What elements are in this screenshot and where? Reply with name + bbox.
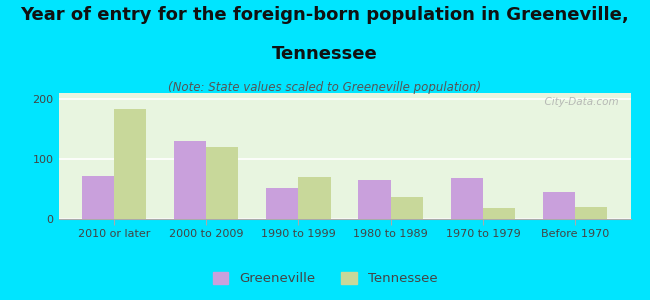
Bar xyxy=(543,192,575,219)
Bar xyxy=(358,180,391,219)
Bar xyxy=(174,141,206,219)
Text: Tennessee: Tennessee xyxy=(272,45,378,63)
Legend: Greeneville, Tennessee: Greeneville, Tennessee xyxy=(207,266,443,290)
Bar xyxy=(81,176,114,219)
Bar xyxy=(114,109,146,219)
Text: City-Data.com: City-Data.com xyxy=(538,97,619,107)
Bar xyxy=(483,208,515,219)
Bar xyxy=(450,178,483,219)
Bar xyxy=(391,197,423,219)
Bar xyxy=(266,188,298,219)
Bar xyxy=(206,147,239,219)
Text: Year of entry for the foreign-born population in Greeneville,: Year of entry for the foreign-born popul… xyxy=(21,6,629,24)
Text: (Note: State values scaled to Greeneville population): (Note: State values scaled to Greenevill… xyxy=(168,81,482,94)
Bar xyxy=(575,207,608,219)
Bar xyxy=(298,177,331,219)
